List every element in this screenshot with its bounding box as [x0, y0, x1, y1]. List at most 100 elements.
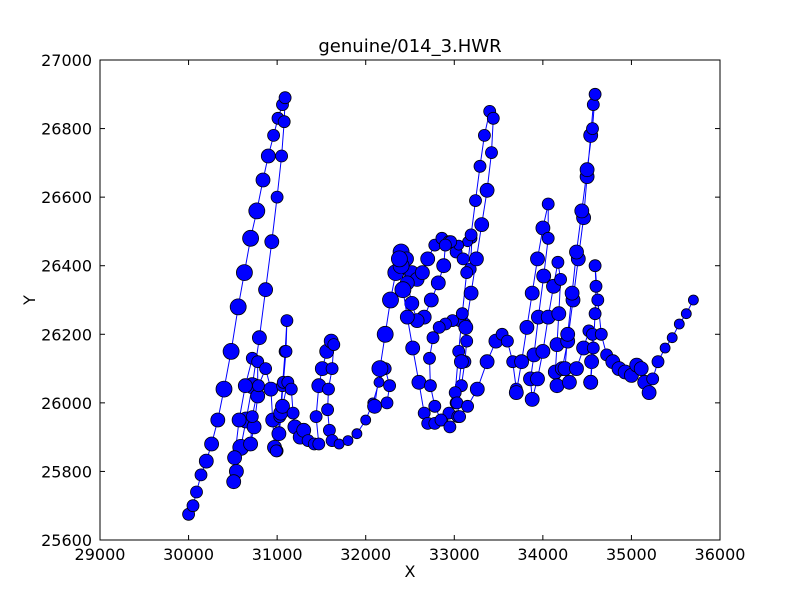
data-point	[464, 228, 478, 242]
data-point	[414, 265, 430, 281]
data-point	[235, 264, 253, 282]
data-point	[574, 203, 590, 219]
data-point	[399, 309, 415, 325]
data-point	[530, 371, 545, 387]
data-point	[360, 414, 372, 426]
data-point	[535, 343, 551, 359]
data-point	[530, 251, 545, 267]
data-point	[186, 499, 200, 513]
data-point	[394, 281, 412, 299]
data-point	[267, 128, 281, 142]
y-tick-label: 26400	[41, 257, 92, 276]
data-point	[641, 385, 657, 401]
data-point	[351, 428, 363, 440]
data-point	[432, 320, 446, 334]
pen-stroke-6	[508, 87, 602, 407]
data-point	[226, 474, 242, 490]
data-point	[271, 426, 287, 442]
x-tick-label: 32000	[340, 545, 391, 564]
data-point	[333, 438, 345, 450]
data-point	[222, 342, 240, 360]
data-point	[258, 282, 274, 298]
data-point	[463, 285, 479, 301]
data-point	[569, 244, 584, 260]
data-point	[588, 87, 602, 101]
data-point	[500, 334, 514, 348]
data-point	[588, 259, 602, 273]
data-point	[479, 354, 495, 370]
data-point	[231, 412, 247, 428]
data-point	[551, 306, 567, 322]
data-point	[536, 268, 552, 284]
data-point	[382, 291, 399, 309]
data-point	[428, 399, 442, 413]
data-point	[277, 115, 291, 129]
x-tick-label: 29000	[75, 545, 126, 564]
data-point	[554, 272, 567, 286]
data-point	[245, 410, 259, 424]
data-point	[255, 172, 271, 188]
y-axis-label: Y	[20, 295, 39, 306]
chart-title: genuine/014_3.HWR	[318, 36, 501, 57]
data-point	[309, 410, 323, 424]
data-point	[560, 326, 576, 342]
x-tick-label: 31000	[252, 545, 303, 564]
data-point	[376, 325, 394, 343]
data-point	[473, 159, 487, 173]
data-point	[342, 435, 354, 447]
data-point	[680, 308, 692, 320]
data-point	[443, 420, 457, 434]
data-point	[458, 319, 474, 335]
x-tick-label: 30000	[163, 545, 214, 564]
data-point	[242, 229, 260, 247]
data-point	[453, 354, 469, 370]
data-point	[371, 360, 389, 378]
data-point	[455, 307, 469, 321]
data-point	[477, 128, 491, 142]
data-point	[251, 330, 267, 346]
data-point	[190, 485, 203, 499]
data-point	[524, 285, 540, 301]
data-point	[486, 111, 500, 125]
data-point	[479, 182, 495, 198]
data-point	[541, 231, 555, 245]
data-point	[450, 396, 464, 410]
data-point	[367, 398, 383, 414]
data-point	[549, 378, 565, 394]
data-point	[423, 379, 437, 393]
data-point	[198, 453, 214, 469]
data-point	[579, 162, 595, 178]
data-point	[430, 275, 446, 291]
data-point	[229, 298, 247, 316]
data-point	[460, 266, 474, 280]
data-point	[383, 379, 397, 393]
y-tick-label: 26000	[41, 394, 92, 413]
data-point	[586, 122, 599, 136]
data-point	[204, 436, 220, 452]
data-point	[269, 444, 283, 458]
data-point	[569, 361, 584, 377]
y-tick-label: 26200	[41, 325, 92, 344]
data-point	[312, 437, 326, 451]
pen-stroke-7	[583, 259, 699, 401]
data-point	[524, 391, 540, 407]
data-point	[420, 251, 436, 267]
y-tick-label: 25800	[41, 462, 92, 481]
data-point	[469, 194, 482, 208]
x-tick-label: 35000	[606, 545, 657, 564]
data-point	[252, 379, 265, 393]
data-point	[263, 381, 279, 397]
data-point	[426, 331, 440, 345]
data-point	[404, 295, 420, 311]
data-point	[688, 294, 699, 306]
data-point	[423, 292, 439, 308]
data-point	[327, 338, 341, 352]
data-point	[651, 355, 665, 369]
data-point	[633, 361, 649, 377]
data-point	[456, 252, 470, 266]
axis-layer: 29000 30000 31000 32000 33000 34000 35000 36000…	[41, 51, 745, 564]
x-tick-label: 34000	[517, 545, 568, 564]
data-point	[541, 197, 555, 211]
data-point	[562, 374, 577, 390]
data-point	[260, 148, 276, 164]
